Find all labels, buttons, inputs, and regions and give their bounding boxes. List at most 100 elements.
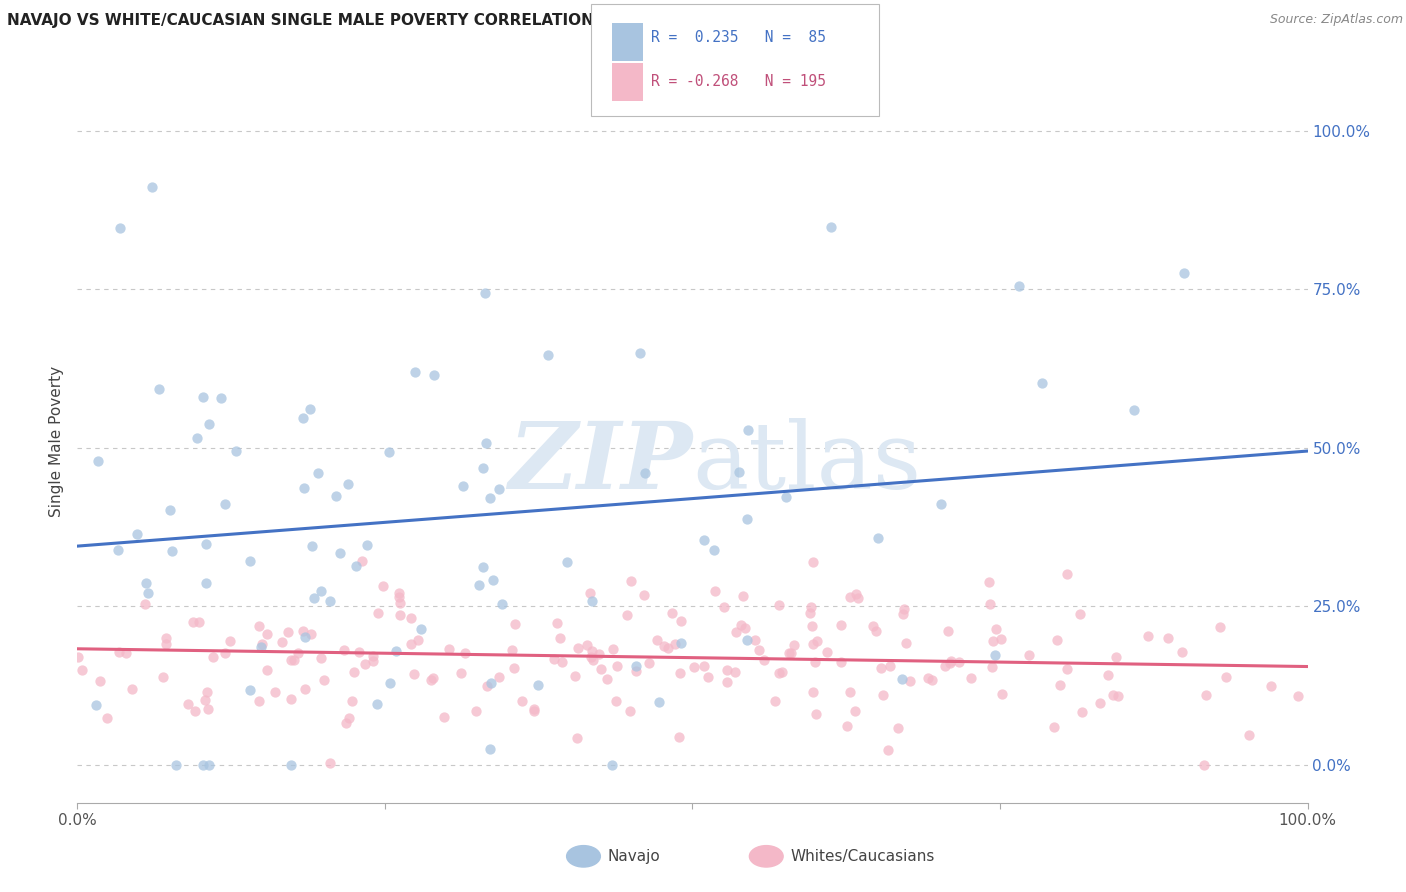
Point — [1046, 633, 1069, 648]
Point — [683, 660, 706, 674]
Point — [353, 657, 375, 672]
Point — [152, 670, 174, 684]
Y-axis label: Single Male Poverty: Single Male Poverty — [49, 366, 65, 517]
Text: atlas: atlas — [693, 418, 922, 508]
Point — [648, 696, 671, 710]
Point — [1239, 728, 1261, 742]
Point — [1071, 705, 1094, 719]
Point — [1173, 266, 1195, 280]
Point — [801, 555, 824, 569]
Text: ZIP: ZIP — [508, 418, 693, 508]
Point — [136, 586, 159, 600]
Point — [280, 691, 302, 706]
Point — [984, 648, 1007, 662]
Point — [669, 666, 692, 681]
Point — [328, 545, 350, 559]
Point — [1049, 677, 1071, 691]
Point — [155, 631, 177, 645]
Point — [619, 704, 641, 718]
Point — [1056, 662, 1078, 676]
Point — [197, 757, 219, 772]
Point — [868, 532, 890, 546]
Point — [921, 673, 943, 688]
Point — [1101, 688, 1123, 702]
Point — [294, 630, 316, 644]
Point — [155, 637, 177, 651]
Point — [669, 614, 692, 628]
Point — [464, 705, 486, 719]
Point — [979, 597, 1001, 611]
Point — [402, 667, 425, 681]
Point — [862, 619, 884, 633]
Point — [870, 661, 893, 675]
Point — [478, 491, 501, 505]
Point — [488, 670, 510, 684]
Point — [716, 674, 738, 689]
Point — [385, 644, 408, 658]
Point — [186, 431, 208, 445]
Point — [283, 653, 305, 667]
Point — [367, 606, 389, 620]
Point — [929, 497, 952, 511]
Point — [770, 665, 793, 680]
Point — [108, 645, 131, 659]
Point — [737, 423, 759, 437]
Point — [1056, 567, 1078, 582]
Point — [301, 540, 323, 554]
Point — [872, 688, 894, 702]
Point — [343, 665, 366, 680]
Point — [165, 757, 187, 772]
Point — [1195, 689, 1218, 703]
Point — [177, 697, 200, 711]
Point — [411, 622, 433, 636]
Point — [1107, 689, 1129, 703]
Point — [84, 698, 107, 713]
Point — [1215, 670, 1237, 684]
Point — [202, 649, 225, 664]
Point — [239, 682, 262, 697]
Point — [844, 704, 866, 718]
Point — [936, 624, 959, 638]
Point — [292, 624, 315, 639]
Point — [218, 634, 240, 648]
Point — [576, 638, 599, 652]
Point — [127, 526, 149, 541]
Point — [148, 382, 170, 396]
Point — [526, 678, 548, 692]
Point — [696, 670, 718, 684]
Point — [510, 694, 533, 708]
Point — [848, 591, 870, 606]
Point — [893, 602, 915, 616]
Point — [292, 481, 315, 495]
Point — [141, 179, 163, 194]
Text: Source: ZipAtlas.com: Source: ZipAtlas.com — [1270, 13, 1403, 27]
Point — [692, 533, 714, 548]
Point — [453, 646, 475, 660]
Point — [340, 694, 363, 708]
Point — [247, 693, 270, 707]
Point — [939, 657, 962, 671]
Point — [990, 632, 1012, 647]
Point — [361, 648, 384, 663]
Point — [959, 672, 981, 686]
Point — [121, 681, 143, 696]
Point — [252, 637, 274, 651]
Point — [605, 694, 627, 708]
Point — [606, 658, 628, 673]
Point — [948, 655, 970, 669]
Point — [366, 697, 388, 711]
Point — [423, 368, 446, 382]
Point — [437, 642, 460, 657]
Point — [160, 543, 183, 558]
Point — [817, 645, 839, 659]
Point — [801, 637, 824, 651]
Point — [977, 575, 1000, 590]
Point — [624, 664, 647, 678]
Point — [582, 653, 605, 667]
Point — [451, 479, 474, 493]
Point — [181, 615, 204, 629]
Point — [830, 655, 852, 669]
Point — [352, 554, 374, 568]
Point — [803, 655, 825, 669]
Point — [388, 607, 411, 622]
